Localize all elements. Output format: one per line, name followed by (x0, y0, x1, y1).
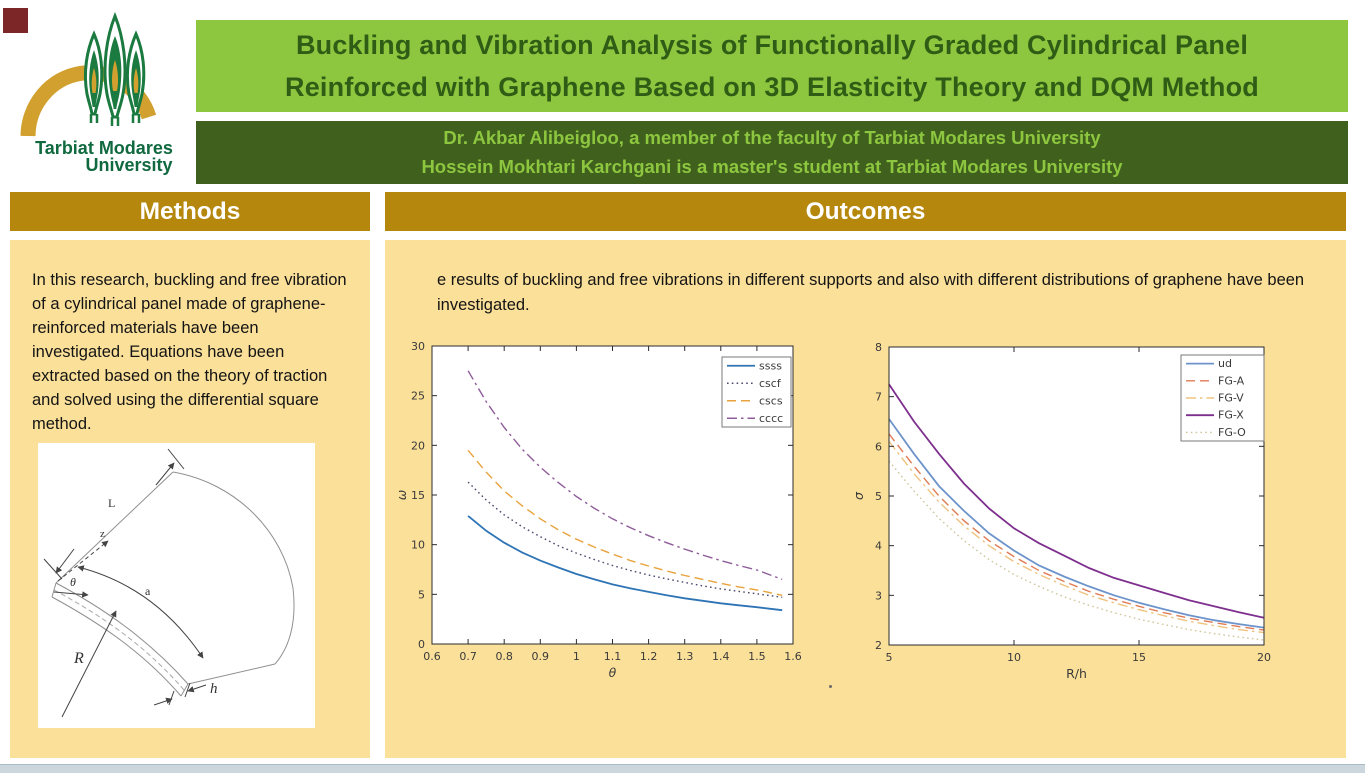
logo-tree-right (125, 30, 146, 123)
sigma-vs-rh-chart: 5 10 15 20 2 3 4 5 6 7 8 R/h σ ud FG-A FG-V FG-X FG-O (852, 341, 1271, 681)
authors-bar: Dr. Akbar Alibeigloo, a member of the fa… (196, 121, 1348, 184)
author-line-2: Hossein Mokhtari Karchgani is a master's… (421, 155, 1123, 177)
series-cccc (467, 370, 783, 581)
panel-midsurface-dashed (53, 589, 185, 691)
svg-text:25: 25 (411, 390, 425, 403)
panel-band-top-curve (55, 582, 189, 685)
label-R: R (73, 650, 84, 667)
methods-body-text: In this research, buckling and free vibr… (32, 271, 347, 433)
svg-text:cscs: cscs (759, 394, 783, 407)
svg-text:FG-A: FG-A (1218, 374, 1245, 387)
dim-a-arc (77, 565, 204, 659)
cylindrical-panel-diagram: L z θ a R h (38, 443, 315, 728)
series-FG-X (888, 383, 1265, 619)
svg-text:5: 5 (875, 490, 882, 503)
title-bar: Buckling and Vibration Analysis of Funct… (196, 20, 1348, 112)
bottom-strip (0, 764, 1365, 773)
svg-text:R/h: R/h (1066, 666, 1087, 681)
period-dot-artifact (829, 685, 832, 688)
svg-text:1.6: 1.6 (784, 650, 802, 663)
series-ud (888, 418, 1265, 629)
logo-text-line1: Tarbiat Modares (35, 138, 173, 158)
svg-text:8: 8 (875, 341, 882, 354)
svg-text:σ: σ (852, 491, 866, 500)
svg-text:3: 3 (875, 589, 882, 602)
poster-title-line1: Buckling and Vibration Analysis of Funct… (295, 30, 1249, 60)
author-line-1: Dr. Akbar Alibeigloo, a member of the fa… (443, 127, 1101, 149)
svg-text:FG-V: FG-V (1218, 392, 1244, 405)
methods-section-header: Methods (10, 192, 370, 231)
svg-text:10: 10 (1007, 651, 1021, 664)
logo-text-line2: University (85, 155, 172, 175)
svg-text:7: 7 (875, 391, 882, 404)
label-a: a (145, 584, 151, 598)
svg-text:20: 20 (1257, 651, 1271, 664)
series-cscf (467, 481, 783, 598)
label-theta: θ (70, 575, 76, 589)
svg-text:4: 4 (875, 540, 882, 553)
series-FG-A (888, 433, 1265, 631)
svg-text:ω: ω (395, 490, 409, 500)
panel-band-bottom-curve (51, 596, 182, 697)
maroon-corner-square (3, 8, 28, 33)
series-FG-O (888, 460, 1265, 641)
svg-text:θ: θ (609, 665, 617, 680)
university-logo: Tarbiat Modares University (12, 4, 197, 176)
series-cscs (467, 449, 783, 596)
svg-text:0.8: 0.8 (495, 650, 513, 663)
panel-outer-arc (172, 471, 295, 665)
svg-text:1: 1 (573, 650, 580, 663)
outcomes-body-text: e results of buckling and free vibration… (437, 271, 1305, 314)
frequency-vs-theta-chart: 0.6 0.7 0.8 0.9 1 1.1 1.2 1.3 1.4 1.5 1.6 0 5 10 15 20 2… (395, 340, 802, 680)
svg-text:ssss: ssss (759, 359, 782, 372)
panel-geometry-figure: L z θ a R h (43, 448, 295, 718)
svg-text:cccc: cccc (759, 412, 783, 425)
logo-tree-left (83, 30, 104, 123)
svg-text:1.1: 1.1 (604, 650, 622, 663)
svg-text:1.4: 1.4 (712, 650, 730, 663)
svg-text:6: 6 (875, 440, 882, 453)
z-axis-arrow (57, 540, 109, 582)
dim-tick-bottom (43, 558, 63, 580)
svg-text:1.3: 1.3 (676, 650, 694, 663)
svg-text:5: 5 (886, 651, 893, 664)
svg-text:ud: ud (1218, 357, 1232, 370)
outcomes-section-header: Outcomes (385, 192, 1346, 231)
svg-text:FG-O: FG-O (1218, 426, 1246, 439)
label-L: L (108, 496, 115, 510)
radius-R-line (61, 610, 117, 718)
poster-title-line2: Reinforced with Graphene Based on 3D Ela… (285, 72, 1259, 102)
svg-text:0.9: 0.9 (532, 650, 550, 663)
dim-tick-top (167, 448, 185, 470)
svg-text:FG-X: FG-X (1218, 409, 1244, 422)
dim-h-arrow-left (153, 697, 173, 706)
series-FG-V (888, 440, 1265, 634)
svg-text:1.2: 1.2 (640, 650, 658, 663)
label-z: z (100, 528, 105, 540)
panel-long-edge (55, 471, 174, 584)
svg-text:30: 30 (411, 340, 425, 353)
logo-tree-center (103, 11, 127, 126)
dim-h-arrow-right (187, 684, 207, 693)
svg-text:2: 2 (875, 639, 882, 652)
svg-text:20: 20 (411, 439, 425, 452)
svg-text:cscf: cscf (759, 377, 782, 390)
panel-right-edge (187, 663, 276, 685)
series-ssss (467, 515, 783, 612)
theta-direction-arrow (53, 591, 89, 598)
svg-text:0: 0 (418, 638, 425, 651)
dim-L-arrow-top (155, 462, 175, 486)
svg-text:0.6: 0.6 (423, 650, 441, 663)
label-h: h (210, 681, 218, 697)
university-logo-graphic: Tarbiat Modares University (20, 11, 173, 175)
svg-text:15: 15 (1132, 651, 1146, 664)
dim-L-arrow-bottom (55, 548, 75, 574)
svg-text:1.5: 1.5 (748, 650, 766, 663)
dim-h-ticks (168, 682, 191, 706)
svg-text:5: 5 (418, 588, 425, 601)
svg-text:10: 10 (411, 539, 425, 552)
svg-text:0.7: 0.7 (459, 650, 477, 663)
svg-text:15: 15 (411, 489, 425, 502)
